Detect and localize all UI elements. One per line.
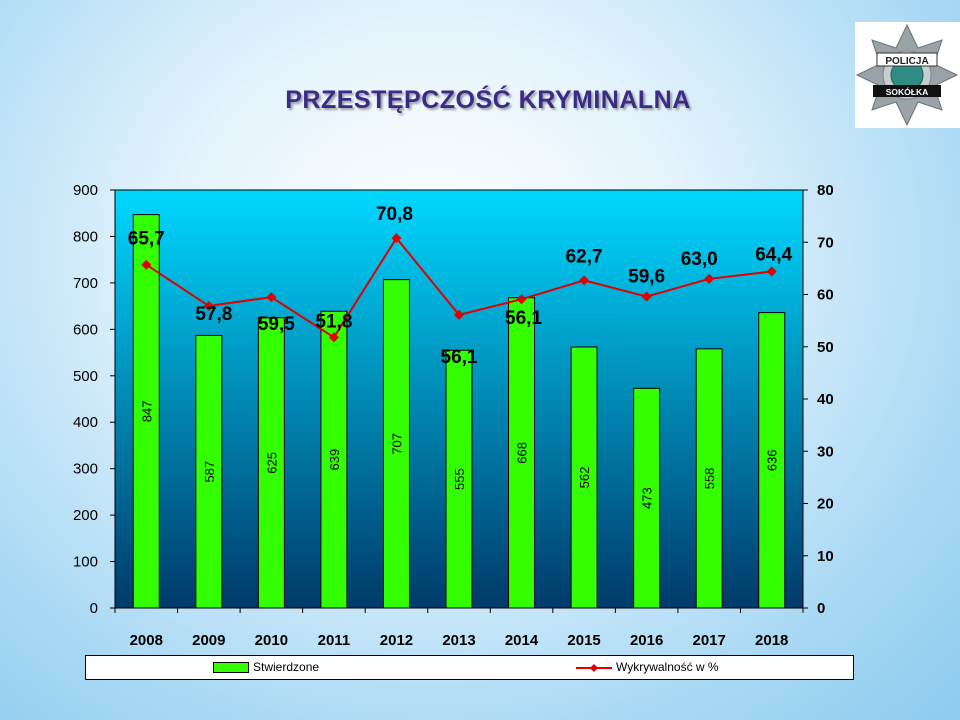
bar-value-label: 558 <box>702 468 717 490</box>
y-left-tick-label: 0 <box>90 600 98 617</box>
y-left-tick-label: 900 <box>73 182 98 199</box>
line-point <box>641 291 652 302</box>
bar <box>132 214 160 609</box>
y-left-tick-label: 400 <box>73 414 98 431</box>
line-value-label: 62,7 <box>566 246 603 267</box>
line-point <box>766 266 777 277</box>
legend-item-line: Wykrywalność w % <box>576 660 719 674</box>
x-tick-label: 2009 <box>192 632 225 649</box>
line-point <box>391 233 402 244</box>
x-tick-label: 2015 <box>567 632 600 649</box>
line-point <box>516 294 527 305</box>
line-value-label: 59,5 <box>258 314 295 335</box>
bar-value-label: 555 <box>452 468 467 490</box>
x-tick-label: 2016 <box>630 632 663 649</box>
police-badge-logo: POLICJA SOKÓŁKA <box>855 22 960 128</box>
y-left-tick-label: 300 <box>73 461 98 478</box>
bar-value-label: 473 <box>640 487 655 509</box>
line-value-label: 65,7 <box>128 229 165 250</box>
y-left-tick-label: 600 <box>73 321 98 338</box>
y-right-tick-label: 50 <box>817 339 834 356</box>
y-right-tick-label: 70 <box>817 234 834 251</box>
bar-value-label: 587 <box>202 461 217 483</box>
bar <box>257 317 285 609</box>
bar <box>633 387 661 609</box>
bar <box>758 312 786 609</box>
badge-top-text: POLICJA <box>885 56 928 67</box>
bar <box>695 348 723 609</box>
y-left-tick-label: 800 <box>73 228 98 245</box>
y-right-tick-label: 10 <box>817 548 834 565</box>
x-tick-label: 2017 <box>692 632 725 649</box>
x-tick-label: 2008 <box>130 632 163 649</box>
y-right-tick-label: 80 <box>817 182 834 199</box>
y-right-tick-label: 40 <box>817 391 834 408</box>
line-point <box>203 300 214 311</box>
bar-value-label: 625 <box>264 452 279 474</box>
x-tick-label: 2013 <box>442 632 475 649</box>
police-star-icon: POLICJA SOKÓŁKA <box>855 23 959 127</box>
y-right-tick-label: 20 <box>817 496 834 513</box>
bar <box>382 279 410 609</box>
line-point <box>266 292 277 303</box>
legend: Stwierdzone Wykrywalność w % <box>85 655 854 680</box>
line-point <box>141 259 152 270</box>
line-value-label: 59,6 <box>628 267 665 288</box>
line-value-label: 70,8 <box>376 204 413 225</box>
bar <box>195 334 223 609</box>
legend-line-label: Wykrywalność w % <box>616 660 719 674</box>
data-labels: 847 587 625 639 707 555 668 562 473 558 636 65,7 57,… <box>128 204 793 509</box>
y-left-tick-label: 100 <box>73 554 98 571</box>
x-tick-label: 2012 <box>380 632 413 649</box>
bar-value-label: 562 <box>577 467 592 489</box>
bars <box>132 214 786 609</box>
detection-line <box>141 233 777 343</box>
y-right-tick-label: 30 <box>817 443 834 460</box>
y-left-tick-label: 200 <box>73 507 98 524</box>
bar <box>445 349 473 609</box>
line-point <box>579 275 590 286</box>
bar-value-label: 639 <box>327 449 342 471</box>
x-tick-label: 2018 <box>755 632 788 649</box>
line-value-label: 56,1 <box>505 308 542 329</box>
y-right-tick-label: 0 <box>817 600 825 617</box>
x-tick-label: 2011 <box>318 632 351 649</box>
line-point <box>704 273 715 284</box>
badge-bottom-text: SOKÓŁKA <box>886 86 929 97</box>
bar-value-label: 847 <box>139 400 154 422</box>
bar <box>570 346 598 609</box>
y-right-tick-label: 60 <box>817 287 834 304</box>
x-tick-label: 2010 <box>255 632 288 649</box>
legend-bar-swatch <box>213 662 249 674</box>
legend-line-swatch <box>576 663 612 672</box>
bar <box>320 310 348 609</box>
legend-item-bar: Stwierdzone <box>213 660 319 674</box>
y-left-tick-label: 500 <box>73 368 98 385</box>
legend-bar-label: Stwierdzone <box>253 660 320 674</box>
x-tick-label: 2014 <box>505 632 539 649</box>
bar-value-label: 707 <box>389 433 404 455</box>
line-value-label: 57,8 <box>195 304 232 325</box>
line-point <box>454 309 464 320</box>
bar-value-label: 636 <box>765 449 780 471</box>
line-value-label: 63,0 <box>681 249 718 270</box>
line-value-label: 51,8 <box>315 311 352 332</box>
line-point <box>328 332 339 343</box>
line-value-label: 64,4 <box>755 245 792 266</box>
line-value-label: 56,1 <box>441 347 478 368</box>
page-title: PRZESTĘPCZOŚĆ KRYMINALNA <box>285 86 691 114</box>
bar-value-label: 668 <box>515 442 530 464</box>
y-left-tick-label: 700 <box>73 275 98 292</box>
axes: 0 100 200 300 400 500 600 700 800 900 0 10 20 30 40 50 6… <box>73 182 834 649</box>
